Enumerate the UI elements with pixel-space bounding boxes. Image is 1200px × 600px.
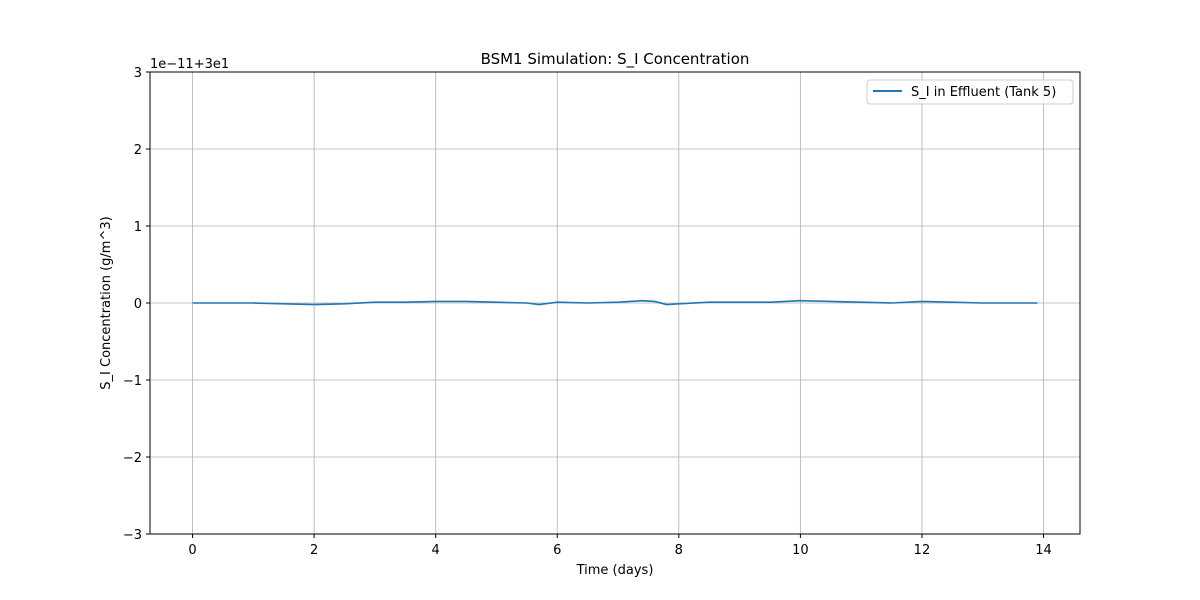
x-tick-label: 0	[188, 543, 196, 558]
x-axis-label: Time (days)	[576, 563, 654, 578]
x-tick-label: 8	[675, 543, 683, 558]
x-tick-label: 12	[914, 543, 931, 558]
y-tick-label: −3	[123, 528, 142, 543]
y-tick-label: −2	[123, 451, 142, 466]
y-tick-label: 0	[134, 297, 142, 312]
x-tick-label: 4	[432, 543, 440, 558]
y-tick-label: 2	[134, 143, 142, 158]
y-axis-label: S_I Concentration (g/m^3)	[99, 216, 114, 389]
x-tick-label: 14	[1035, 543, 1052, 558]
legend: S_I in Effluent (Tank 5)	[866, 79, 1074, 105]
x-tick-label: 2	[310, 543, 318, 558]
series-line-0	[192, 299, 1038, 306]
x-axis-ticks: 0 2 4 6 8 10 12 14	[188, 534, 1052, 558]
chart-title: BSM1 Simulation: S_I Concentration	[481, 50, 750, 69]
series-layer	[192, 299, 1038, 306]
y-tick-label: −1	[123, 374, 142, 389]
legend-box	[866, 79, 1074, 105]
x-tick-label: 6	[553, 543, 561, 558]
y-tick-label: 1	[134, 220, 142, 235]
y-axis-ticks: −3 −2 −1 0 1 2 3	[123, 66, 150, 543]
x-tick-label: 10	[792, 543, 809, 558]
y-offset-label: 1e−11+3e1	[150, 57, 229, 72]
y-tick-label: 3	[134, 66, 142, 81]
legend-entry-label: S_I in Effluent (Tank 5)	[911, 85, 1056, 100]
